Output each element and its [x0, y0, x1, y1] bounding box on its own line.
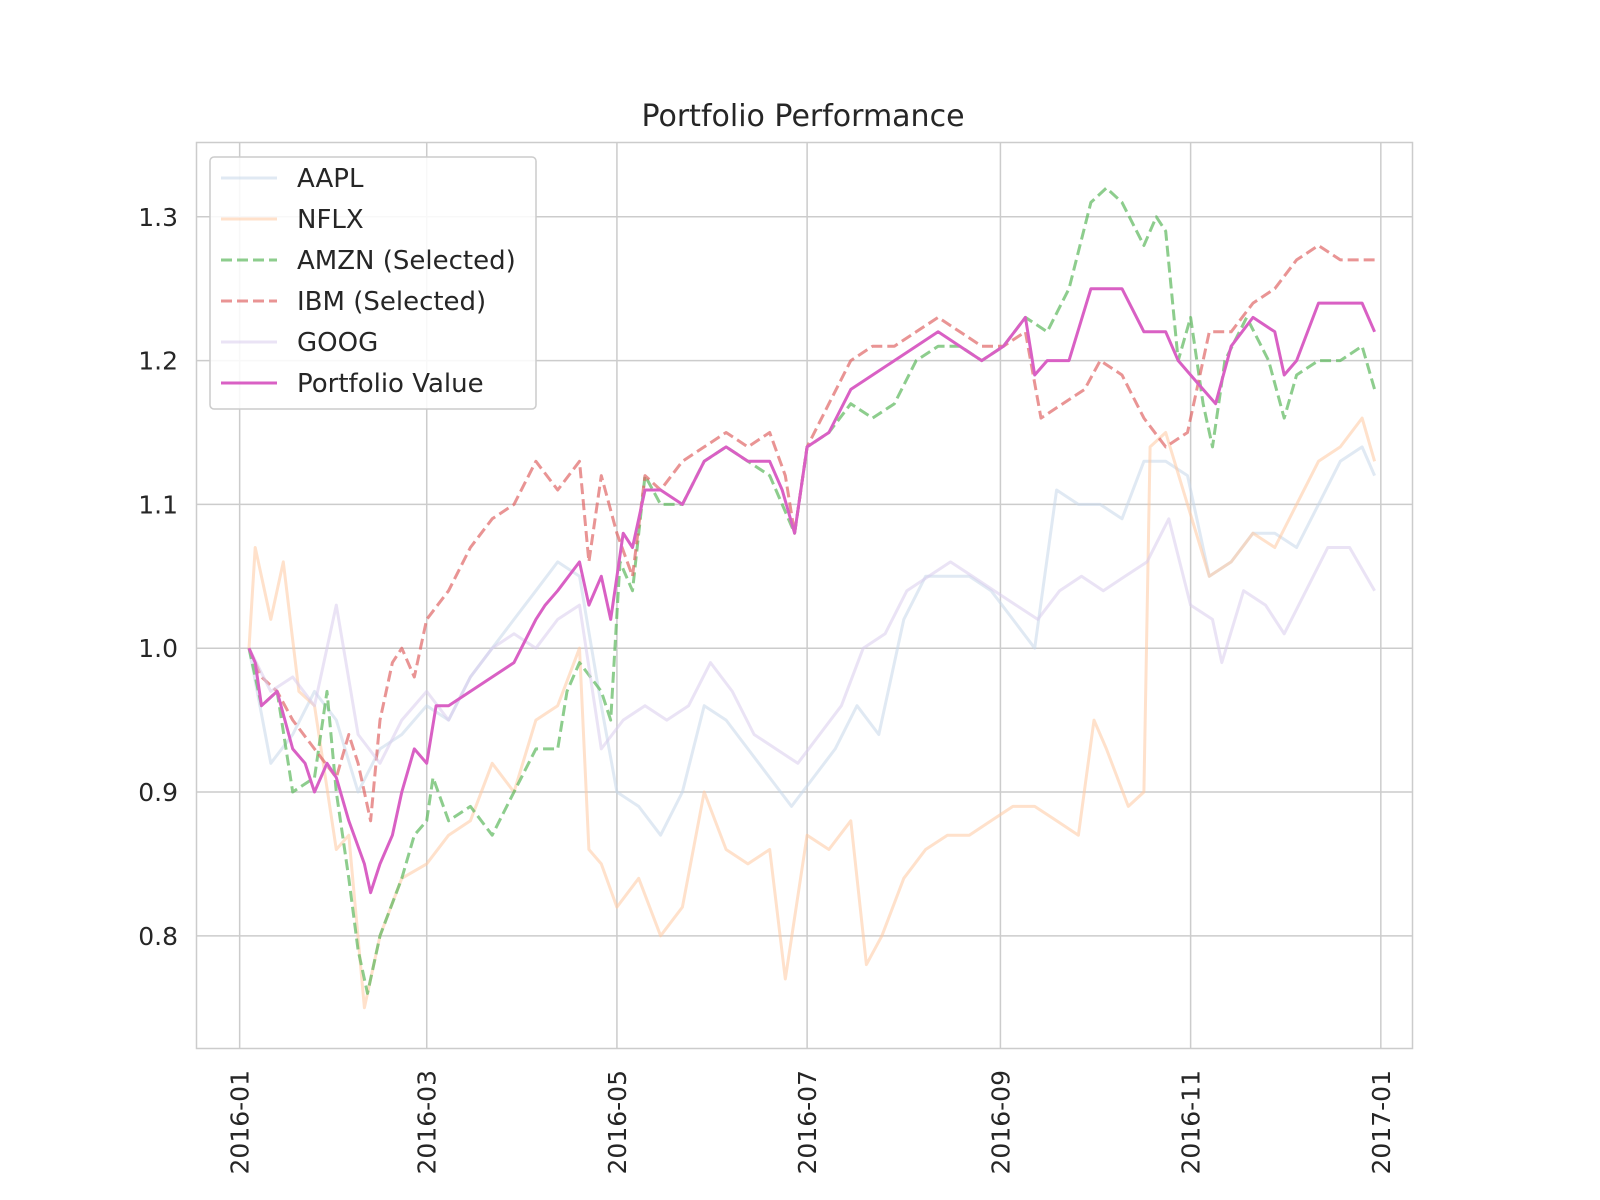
x-tick-label: 2017-01 [1367, 1070, 1396, 1174]
y-tick-label: 1.3 [138, 203, 178, 232]
series-line-ibm-selected [247, 244, 1375, 823]
y-tick-label: 0.9 [138, 778, 178, 807]
x-tick-label: 2016-11 [1177, 1070, 1206, 1174]
series-line-amzn-selected [247, 186, 1377, 995]
x-tick-label: 2016-01 [226, 1070, 255, 1174]
legend: AAPL NFLX AMZN (Selected) IBM (Selected) GOO… [209, 156, 537, 410]
x-tick-label: 2016-03 [413, 1070, 442, 1174]
x-axis-ticks: 2016-01 2016-03 2016-05 2016-07 2016-09 2016-… [226, 1070, 1396, 1174]
y-tick-label: 1.2 [138, 347, 178, 376]
series-line-portfolio-value [247, 287, 1376, 895]
legend-label: AAPL [297, 164, 364, 194]
legend-frame [209, 156, 537, 410]
legend-label: GOOG [297, 328, 378, 358]
legend-label: AMZN (Selected) [297, 246, 516, 276]
chart-title: Portfolio Performance [641, 99, 964, 134]
y-axis-ticks: 0.8 0.9 1.0 1.1 1.2 1.3 [138, 203, 178, 951]
y-tick-label: 1.0 [138, 634, 178, 663]
x-tick-label: 2016-09 [986, 1070, 1015, 1174]
legend-label: Portfolio Value [297, 369, 484, 399]
y-tick-label: 0.8 [138, 922, 178, 951]
series-line-nflx [247, 416, 1377, 1010]
y-tick-label: 1.1 [138, 490, 178, 519]
legend-label: IBM (Selected) [297, 287, 486, 317]
series-line-goog [247, 517, 1376, 765]
legend-label: NFLX [297, 205, 364, 235]
series-line-aapl [247, 445, 1376, 837]
x-tick-label: 2016-05 [603, 1070, 632, 1174]
plot-frame [195, 141, 1414, 1050]
x-tick-label: 2016-07 [793, 1070, 822, 1174]
series-layer [247, 186, 1377, 1010]
